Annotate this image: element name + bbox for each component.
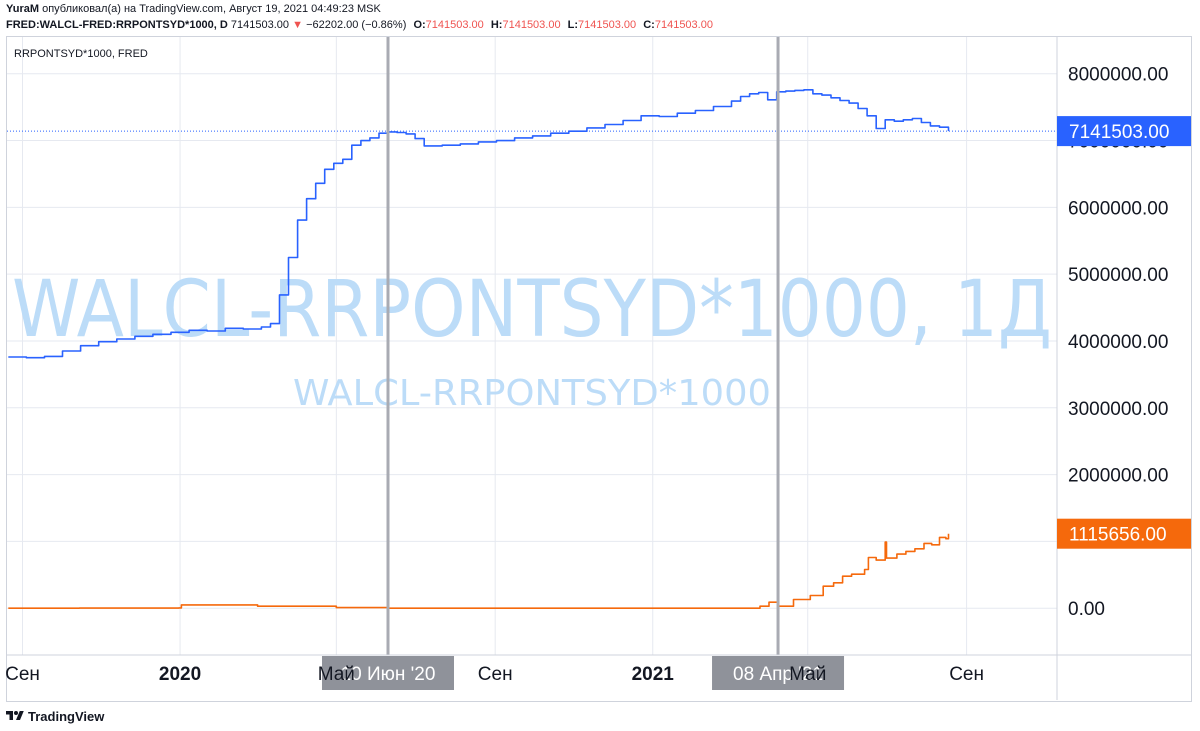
chart-frame[interactable]	[6, 36, 1192, 702]
series-line-0[interactable]	[8, 89, 950, 359]
grid-layer	[7, 37, 1057, 655]
y-tick-label: 3000000.00	[1068, 399, 1168, 420]
legend-title[interactable]: RRPONTSYD*1000, FRED	[14, 48, 148, 60]
x-tick-label: Сен	[5, 664, 40, 685]
symbol-name[interactable]: FRED:WALCL-FRED:RRPONTSYD*1000, D	[6, 19, 228, 31]
high-label: H:	[490, 19, 503, 31]
y-tick-label: 6000000.00	[1068, 198, 1168, 219]
date-marker-badge	[712, 656, 845, 690]
tradingview-logo-icon	[6, 711, 24, 720]
y-tick-label: 5000000.00	[1068, 265, 1168, 286]
publish-info: опубликовал(а) на TradingView.com, Авгус…	[42, 3, 381, 15]
symbol-line: FRED:WALCL-FRED:RRPONTSYD*1000, D 714150…	[6, 18, 1194, 33]
down-arrow-icon: ▼	[292, 19, 303, 31]
x-tick-label: 2021	[632, 664, 675, 685]
date-marker-badge	[321, 656, 454, 690]
x-tick-label: Сен	[478, 664, 513, 685]
last-value-badge	[1057, 116, 1191, 147]
last-price: 7141503.00	[230, 19, 290, 31]
tradingview-brand: TradingView	[28, 708, 105, 724]
y-tick-label: 4000000.00	[1068, 332, 1168, 353]
close-value: 7141503.00	[654, 19, 713, 31]
series-line-1[interactable]	[8, 533, 950, 609]
price-change: −62202.00 (−0.86%)	[306, 19, 407, 31]
series-layer	[7, 89, 1057, 609]
watermark-large: WALCL-RRPONTSYD*1000, 1Д	[12, 265, 1052, 355]
low-label: L:	[567, 19, 579, 31]
last-value-label: 7141503.00	[1069, 122, 1169, 143]
high-value: 7141503.00	[502, 19, 561, 31]
axis-layer: 8000000.007000000.006000000.005000000.00…	[5, 37, 1191, 700]
x-tick-label: 2020	[159, 664, 201, 685]
close-label: C:	[643, 19, 655, 31]
last-value-label: 1115656.00	[1069, 525, 1167, 546]
x-tick-label: Май	[318, 664, 355, 685]
y-tick-label: 0.00	[1068, 599, 1105, 620]
last-value-badge	[1057, 518, 1191, 549]
marker-layer: 10 Июн '20 08 Апр '21	[321, 37, 845, 690]
open-value: 7141503.00	[425, 19, 484, 31]
x-tick-label: Сен	[949, 664, 984, 685]
y-tick-label: 8000000.00	[1068, 65, 1168, 86]
open-label: O:	[413, 19, 426, 31]
watermark-layer: WALCL-RRPONTSYD*1000, 1Д WALCL-RRPONTSYD…	[12, 265, 1052, 414]
x-tick-label: Май	[789, 664, 826, 685]
date-marker-label: 10 Июн '20	[341, 664, 436, 685]
publish-line: YuraM опубликовал(а) на TradingView.com,…	[6, 2, 1194, 17]
y-tick-label: 2000000.00	[1068, 466, 1168, 487]
chart-header: YuraM опубликовал(а) на TradingView.com,…	[6, 2, 1194, 33]
date-marker-label: 08 Апр '21	[733, 664, 823, 685]
low-value: 7141503.00	[578, 19, 637, 31]
author-name[interactable]: YuraM	[6, 3, 40, 15]
watermark-small: WALCL-RRPONTSYD*1000	[293, 373, 771, 414]
tradingview-footer[interactable]: TradingView	[6, 706, 104, 726]
